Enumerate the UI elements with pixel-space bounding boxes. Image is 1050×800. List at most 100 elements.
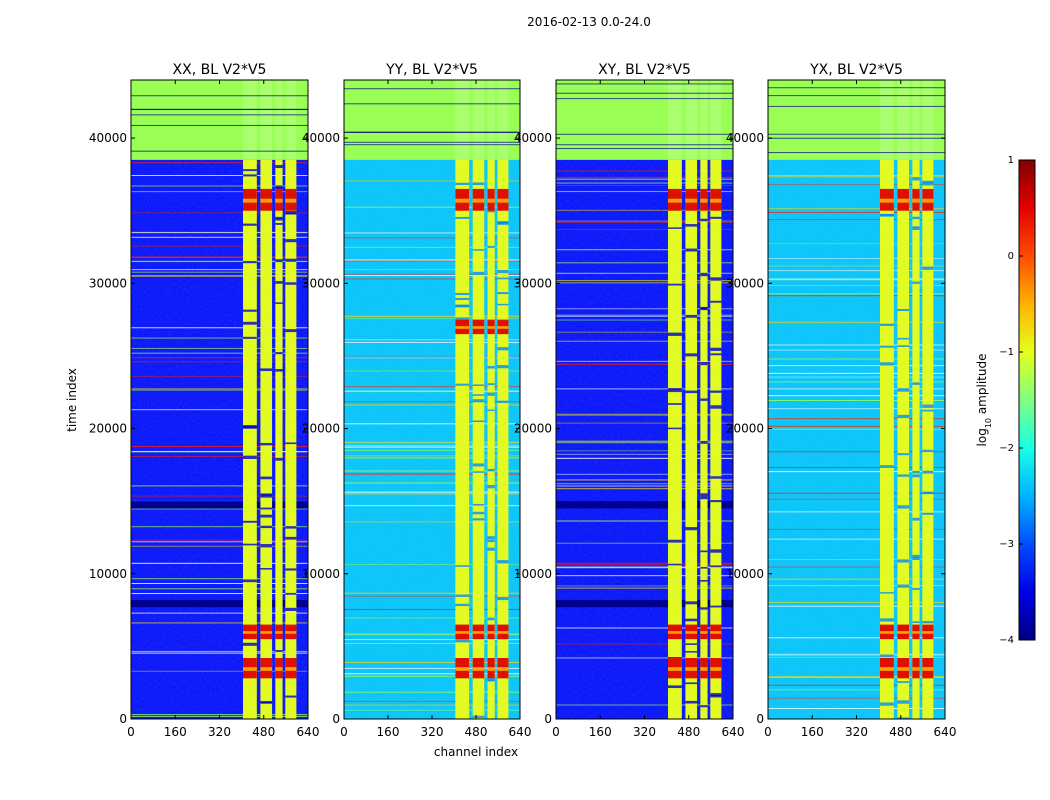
band-gap	[897, 584, 910, 588]
band-gap	[897, 345, 910, 347]
rfi-streak	[344, 617, 520, 619]
x-tick-label: 0	[764, 725, 772, 739]
rfi-streak	[768, 258, 945, 260]
band-gap	[275, 187, 283, 190]
hot-spot-streak	[497, 326, 509, 329]
hot-spot-streak	[685, 631, 698, 634]
hot-spot-streak	[710, 667, 722, 671]
panel-title: XX, BL V2*V5	[173, 62, 267, 78]
colorbar: 1 0 −1 −2 −3 −4 log10 amplitude	[975, 155, 1036, 646]
band-gap	[710, 605, 722, 608]
channel-band-texture	[668, 159, 682, 719]
rfi-streak	[344, 370, 520, 372]
masked-line	[556, 92, 733, 94]
masked-band-tint	[710, 80, 722, 160]
y-tick-label: 0	[119, 712, 127, 726]
rfi-streak	[556, 562, 733, 564]
rfi-streak	[131, 327, 308, 329]
hot-spot-streak	[710, 198, 722, 203]
x-tick-label: 480	[252, 725, 275, 739]
band-gap	[668, 685, 682, 689]
masked-band-tint	[897, 80, 910, 160]
colorbar-tick-label: −3	[999, 539, 1014, 550]
band-gap	[455, 304, 470, 307]
rfi-streak	[768, 559, 945, 561]
band-gap	[243, 261, 257, 264]
y-tick-label: 0	[756, 712, 764, 726]
rfi-streak	[556, 315, 733, 317]
y-tick-label: 20000	[302, 422, 340, 436]
rfi-streak	[768, 467, 945, 469]
rfi-streak	[556, 308, 733, 310]
band-gap	[897, 505, 910, 509]
band-gap	[275, 650, 283, 653]
band-gap	[897, 700, 910, 704]
band-gap	[472, 420, 485, 423]
rfi-streak	[768, 399, 945, 401]
hot-spot-streak	[922, 631, 934, 634]
hot-spot-streak	[487, 326, 495, 329]
x-tick-label: 320	[421, 725, 444, 739]
band-gap	[880, 362, 894, 366]
band-gap	[700, 307, 708, 310]
masked-line	[556, 144, 733, 146]
rfi-streak	[131, 451, 308, 453]
band-gap	[668, 388, 682, 393]
rfi-streak	[344, 315, 520, 317]
band-gap	[710, 353, 722, 356]
hot-spot-streak	[497, 667, 509, 671]
rfi-streak	[768, 676, 945, 678]
rfi-streak	[131, 446, 308, 448]
rfi-streak	[131, 337, 308, 339]
band-gap	[243, 169, 257, 172]
rfi-streak	[131, 583, 308, 585]
rfi-streak	[768, 381, 945, 383]
band-gap	[912, 474, 920, 478]
band-gap	[700, 496, 708, 500]
band-gap	[880, 654, 894, 658]
rfi-streak	[768, 605, 945, 607]
band-gap	[275, 216, 283, 219]
band-gap	[455, 603, 470, 607]
band-gap	[897, 474, 910, 477]
rfi-streak	[556, 262, 733, 264]
band-gap	[455, 216, 470, 219]
band-gap	[487, 366, 495, 369]
masked-band-tint	[243, 80, 257, 160]
y-tick-label: 40000	[89, 131, 127, 145]
rfi-streak	[556, 542, 733, 544]
hot-spot-streak	[685, 198, 698, 203]
hot-spot-streak	[285, 198, 297, 203]
rfi-streak	[556, 272, 733, 274]
masked-band-tint	[260, 80, 273, 160]
rfi-streak	[344, 206, 520, 208]
channel-band-texture	[285, 159, 297, 719]
band-gap	[455, 297, 470, 301]
band-gap	[922, 182, 934, 186]
band-gap	[710, 549, 722, 553]
band-gap	[897, 681, 910, 683]
rfi-streak	[556, 643, 733, 645]
band-gap	[275, 281, 283, 284]
hot-spot-streak	[285, 631, 297, 634]
band-gap	[922, 470, 934, 474]
channel-band-texture	[922, 159, 934, 719]
hot-spot-streak	[455, 631, 470, 634]
rfi-streak	[556, 185, 733, 187]
band-gap	[668, 227, 682, 229]
band-gap	[472, 271, 485, 276]
x-tick-label: 640	[509, 725, 532, 739]
band-gap	[685, 618, 698, 622]
hot-spot-streak	[880, 631, 894, 634]
x-tick-label: 480	[677, 725, 700, 739]
band-gap	[497, 292, 509, 295]
band-gap	[260, 368, 273, 372]
band-gap	[285, 329, 297, 333]
channel-band-texture	[243, 159, 257, 719]
band-gap	[275, 352, 283, 355]
rfi-streak	[768, 689, 945, 691]
band-gap	[275, 164, 283, 169]
hot-spot-streak	[243, 198, 257, 203]
rfi-streak	[768, 511, 945, 513]
masked-line	[556, 98, 733, 100]
